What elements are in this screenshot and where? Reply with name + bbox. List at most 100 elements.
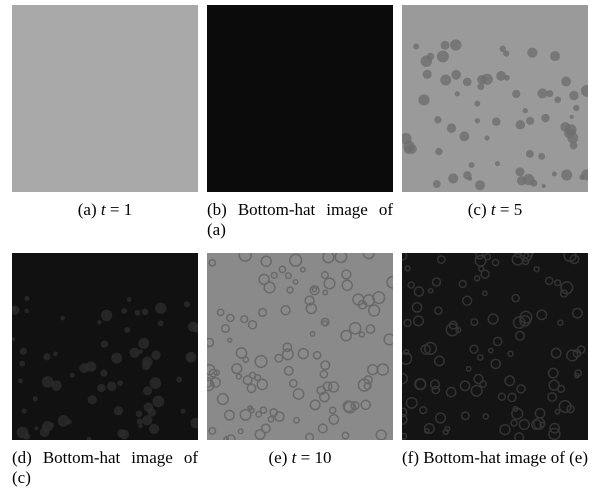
texture-spot [176,377,182,383]
texture-spot [451,70,461,80]
texture-spot [101,341,108,348]
texture-spot [484,135,489,140]
caption-part: = 1 [110,200,132,219]
texture-spot [186,353,194,361]
texture-spot [463,78,472,87]
subfigure: (f) Bottom-hat image of (e) [402,253,588,468]
texture-spot [124,327,130,333]
texture-spot [181,409,186,414]
texture-spot [121,308,127,314]
texture-spot [475,118,480,123]
caption-part: (c) [468,200,487,219]
texture-spot [149,377,161,389]
texture-spot [188,322,198,332]
texture-spot [114,406,123,415]
caption: (a) t = 1 [12,200,198,220]
texture-spot [552,172,557,177]
texture-spot [119,430,129,440]
texture-spot [100,370,107,377]
texture-spot [450,39,461,50]
texture-spot [554,96,561,103]
texture-spot [541,114,549,122]
texture-spot [79,363,89,373]
texture-spot [570,115,574,119]
texture-spot [504,75,510,81]
texture-spot [523,174,534,185]
texture-spot [564,128,574,138]
texture-spot [88,395,97,404]
texture-spot [35,426,39,430]
texture-spot [474,101,480,107]
caption: (e) t = 10 [207,448,393,468]
texture-spot [433,180,441,188]
texture-spot [158,320,164,326]
texture-spot [477,83,484,90]
texture-spot [492,117,500,125]
texture-spot [19,361,25,367]
texture-spot [151,350,160,359]
texture-spot [515,167,524,176]
texture-spot [496,71,506,81]
texture-spot [413,44,419,50]
texture-spot [526,117,534,125]
image [207,253,393,440]
texture-spot [142,415,152,425]
texture-spot [512,90,520,98]
caption-part: t [292,448,297,467]
caption-part: (b) [207,200,227,219]
texture-spot [111,353,122,364]
caption-part: t [491,200,496,219]
texture-spot [155,303,166,314]
texture-spot [448,173,458,183]
texture-spot [440,74,451,85]
subfigure: (b) Bottom-hat image of (a) [207,5,393,240]
texture-spot [130,348,140,358]
texture-spot [495,161,500,166]
texture-spot [42,421,53,432]
texture-spot [184,301,190,307]
texture-spot [149,424,159,434]
texture-spot [97,384,105,392]
texture-spot [421,56,432,67]
caption-part: Bottom-hat image of (e) [423,448,588,467]
image [207,5,393,192]
texture-spot [51,380,62,391]
texture-spot [153,396,165,408]
texture-spot [546,90,553,97]
texture-spot [403,141,414,152]
caption-part: Bottom-hat image of (a) [207,200,393,239]
texture-spot [516,120,525,129]
texture-spot [538,153,545,160]
texture-spot [477,75,486,84]
texture-spot [24,296,29,301]
caption: (d) Bottom-hat image of (c) [12,448,198,488]
texture-spot [138,338,149,349]
texture-spot [18,378,23,383]
image-background [207,5,393,192]
texture-spot [142,308,149,315]
caption-part: (e) [269,448,288,467]
texture-spot [60,316,65,321]
texture-spot [117,380,123,386]
subfigure: (a) t = 1 [12,5,198,220]
caption-part: (a) [78,200,97,219]
caption: (b) Bottom-hat image of (a) [207,200,393,240]
caption-part: = 10 [301,448,332,467]
texture-spot [21,408,26,413]
texture-spot [434,116,441,123]
image [12,5,198,192]
texture-spot [53,351,58,356]
caption-part: Bottom-hat image of (c) [12,448,198,487]
texture-spot [97,320,101,324]
texture-spot [143,386,152,395]
texture-spot [447,123,456,132]
texture-spot [455,91,460,96]
texture-spot [561,77,571,87]
texture-spot [523,108,528,113]
image-background [207,253,393,440]
caption-part: = 5 [500,200,522,219]
image [402,253,588,440]
caption: (f) Bottom-hat image of (e) [402,448,588,468]
texture-spot [542,184,546,188]
texture-spot [526,150,534,158]
